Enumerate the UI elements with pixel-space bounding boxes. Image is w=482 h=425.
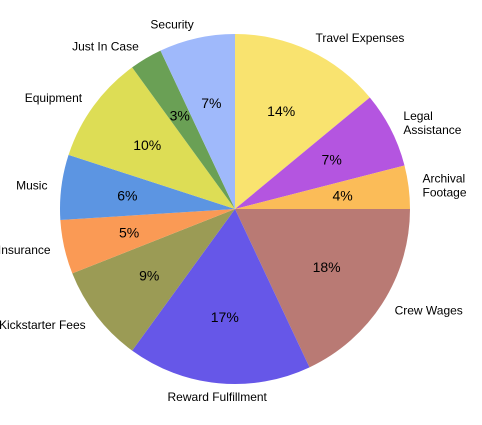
slice-percent-label: 14% xyxy=(267,103,295,119)
slice-percent-label: 7% xyxy=(322,152,342,168)
pie-slice xyxy=(235,209,410,368)
slice-category-label: Equipment xyxy=(25,91,83,105)
pie-slice xyxy=(72,209,235,351)
slice-percent-label: 10% xyxy=(133,137,161,153)
slice-category-label: Just In Case xyxy=(72,39,139,53)
slice-category-label: Travel Expenses xyxy=(315,31,404,45)
slice-percent-label: 18% xyxy=(313,259,341,275)
slice-percent-label: 17% xyxy=(211,309,239,325)
slice-percent-label: 9% xyxy=(139,268,159,284)
slice-category-label: Crew Wages xyxy=(395,303,463,317)
pie-slice xyxy=(132,50,235,209)
pie-slice xyxy=(235,165,410,209)
slice-category-label: Kickstarter Fees xyxy=(0,318,86,332)
pie-slice xyxy=(60,209,235,274)
category-labels: Travel Expenses Legal Assistance Archival Fo… xyxy=(0,18,467,405)
pie-slice xyxy=(132,209,310,384)
pie-slice xyxy=(160,34,235,209)
slice-category-label: Legal Assistance xyxy=(403,109,461,137)
slice-percent-label: 4% xyxy=(333,187,353,203)
slice-category-label: Reward Fulfillment xyxy=(168,390,268,404)
pie-slice xyxy=(60,154,235,220)
slice-category-label: Insurance xyxy=(0,243,51,257)
slice-category-label: Security xyxy=(150,18,193,32)
pie-slice xyxy=(235,97,405,209)
slice-percent-label: 6% xyxy=(117,187,137,203)
pie-slices xyxy=(60,34,410,384)
pie-slice xyxy=(235,34,370,209)
percentage-labels: 14% 7% 4% 18% 17% 9% 5% 6% 10% 3% 7% xyxy=(117,95,353,325)
slice-percent-label: 7% xyxy=(201,95,221,111)
pie-slice xyxy=(68,67,235,209)
slice-category-label: Music xyxy=(16,178,47,192)
slice-percent-label: 3% xyxy=(170,108,190,124)
slice-category-label: Archival Footage xyxy=(423,171,467,199)
slice-percent-label: 5% xyxy=(119,225,139,241)
